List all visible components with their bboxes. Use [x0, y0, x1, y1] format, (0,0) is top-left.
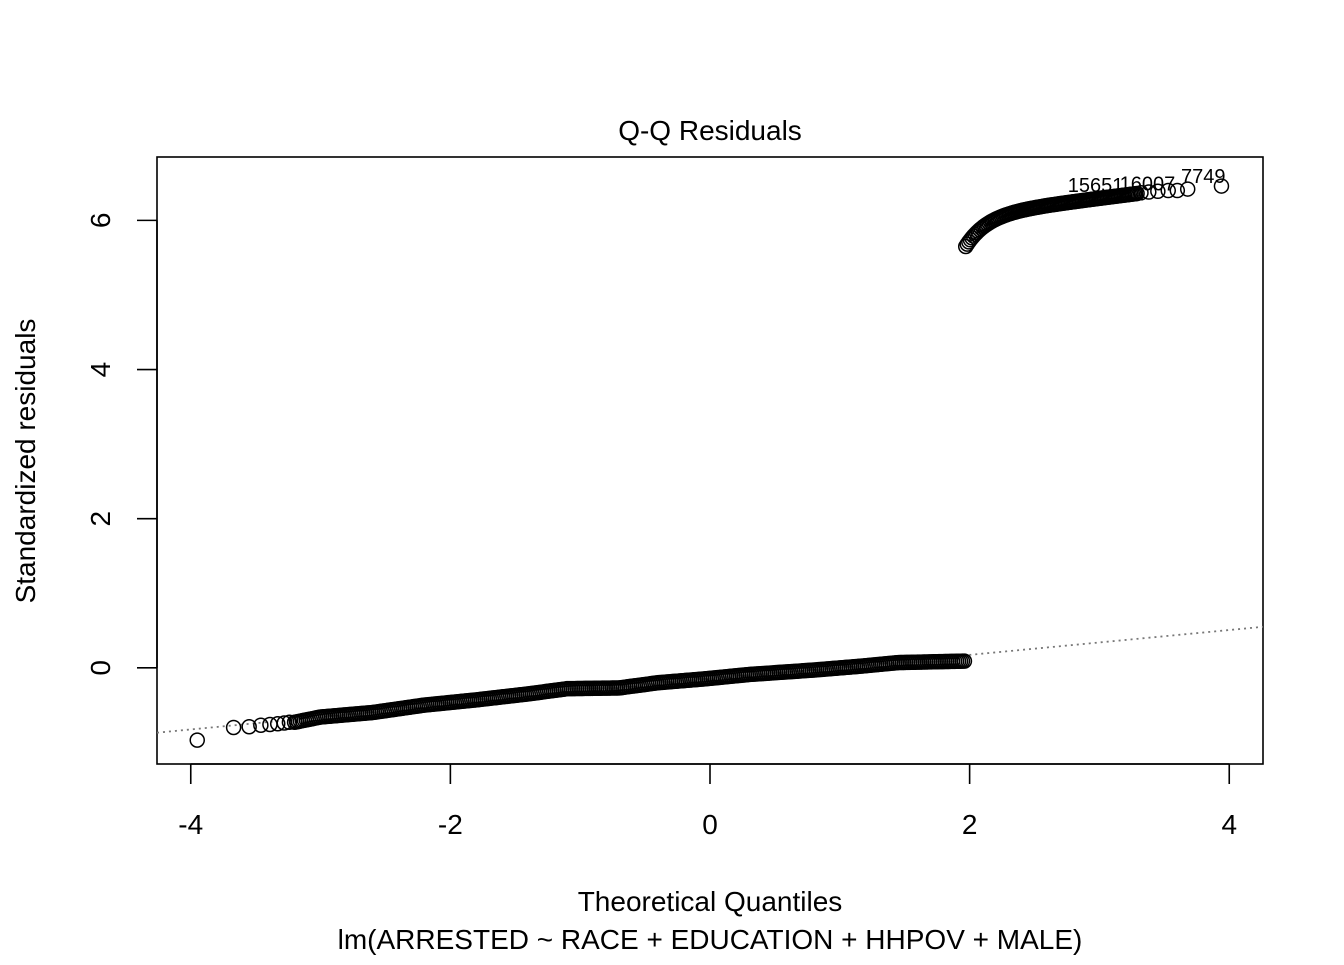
chart-subtitle: lm(ARRESTED ~ RACE + EDUCATION + HHPOV +… — [338, 924, 1083, 955]
y-tick-label: 2 — [85, 511, 116, 527]
y-tick-label: 4 — [85, 362, 116, 378]
data-point — [1160, 182, 1176, 199]
data-point — [1150, 183, 1166, 200]
qq-reference-line — [157, 625, 1263, 734]
x-tick-label: 4 — [1221, 809, 1237, 840]
outlier-label: 7749 — [1181, 166, 1226, 188]
data-point — [189, 732, 205, 748]
x-tick-label: 0 — [702, 809, 718, 840]
data-point — [253, 717, 269, 733]
points-layer — [189, 178, 1230, 748]
x-tick-label: -4 — [178, 809, 203, 840]
chart-title: Q-Q Residuals — [618, 115, 802, 146]
data-point — [1213, 178, 1230, 194]
y-tick-label: 0 — [85, 660, 116, 676]
data-point — [276, 715, 292, 731]
reference-line-layer — [157, 625, 1263, 734]
data-point — [269, 715, 286, 732]
x-axis: -4 -2 0 2 4 — [178, 763, 1237, 840]
outlier-label: 15651 — [1068, 175, 1124, 197]
data-point — [225, 719, 242, 736]
x-axis-label: Theoretical Quantiles — [578, 886, 843, 917]
data-point — [281, 714, 298, 730]
data-point — [956, 653, 973, 669]
y-axis-label: Standardized residuals — [10, 319, 41, 604]
y-axis: 0 2 4 6 — [85, 213, 158, 676]
data-point — [1133, 185, 1149, 201]
data-point — [1179, 181, 1196, 197]
data-point — [1169, 182, 1186, 199]
x-tick-label: -2 — [438, 809, 463, 840]
outlier-label: 16007 — [1120, 174, 1176, 196]
x-tick-label: 2 — [962, 809, 978, 840]
y-tick-label: 6 — [85, 213, 116, 229]
data-point — [241, 718, 257, 735]
data-point — [1141, 184, 1157, 200]
